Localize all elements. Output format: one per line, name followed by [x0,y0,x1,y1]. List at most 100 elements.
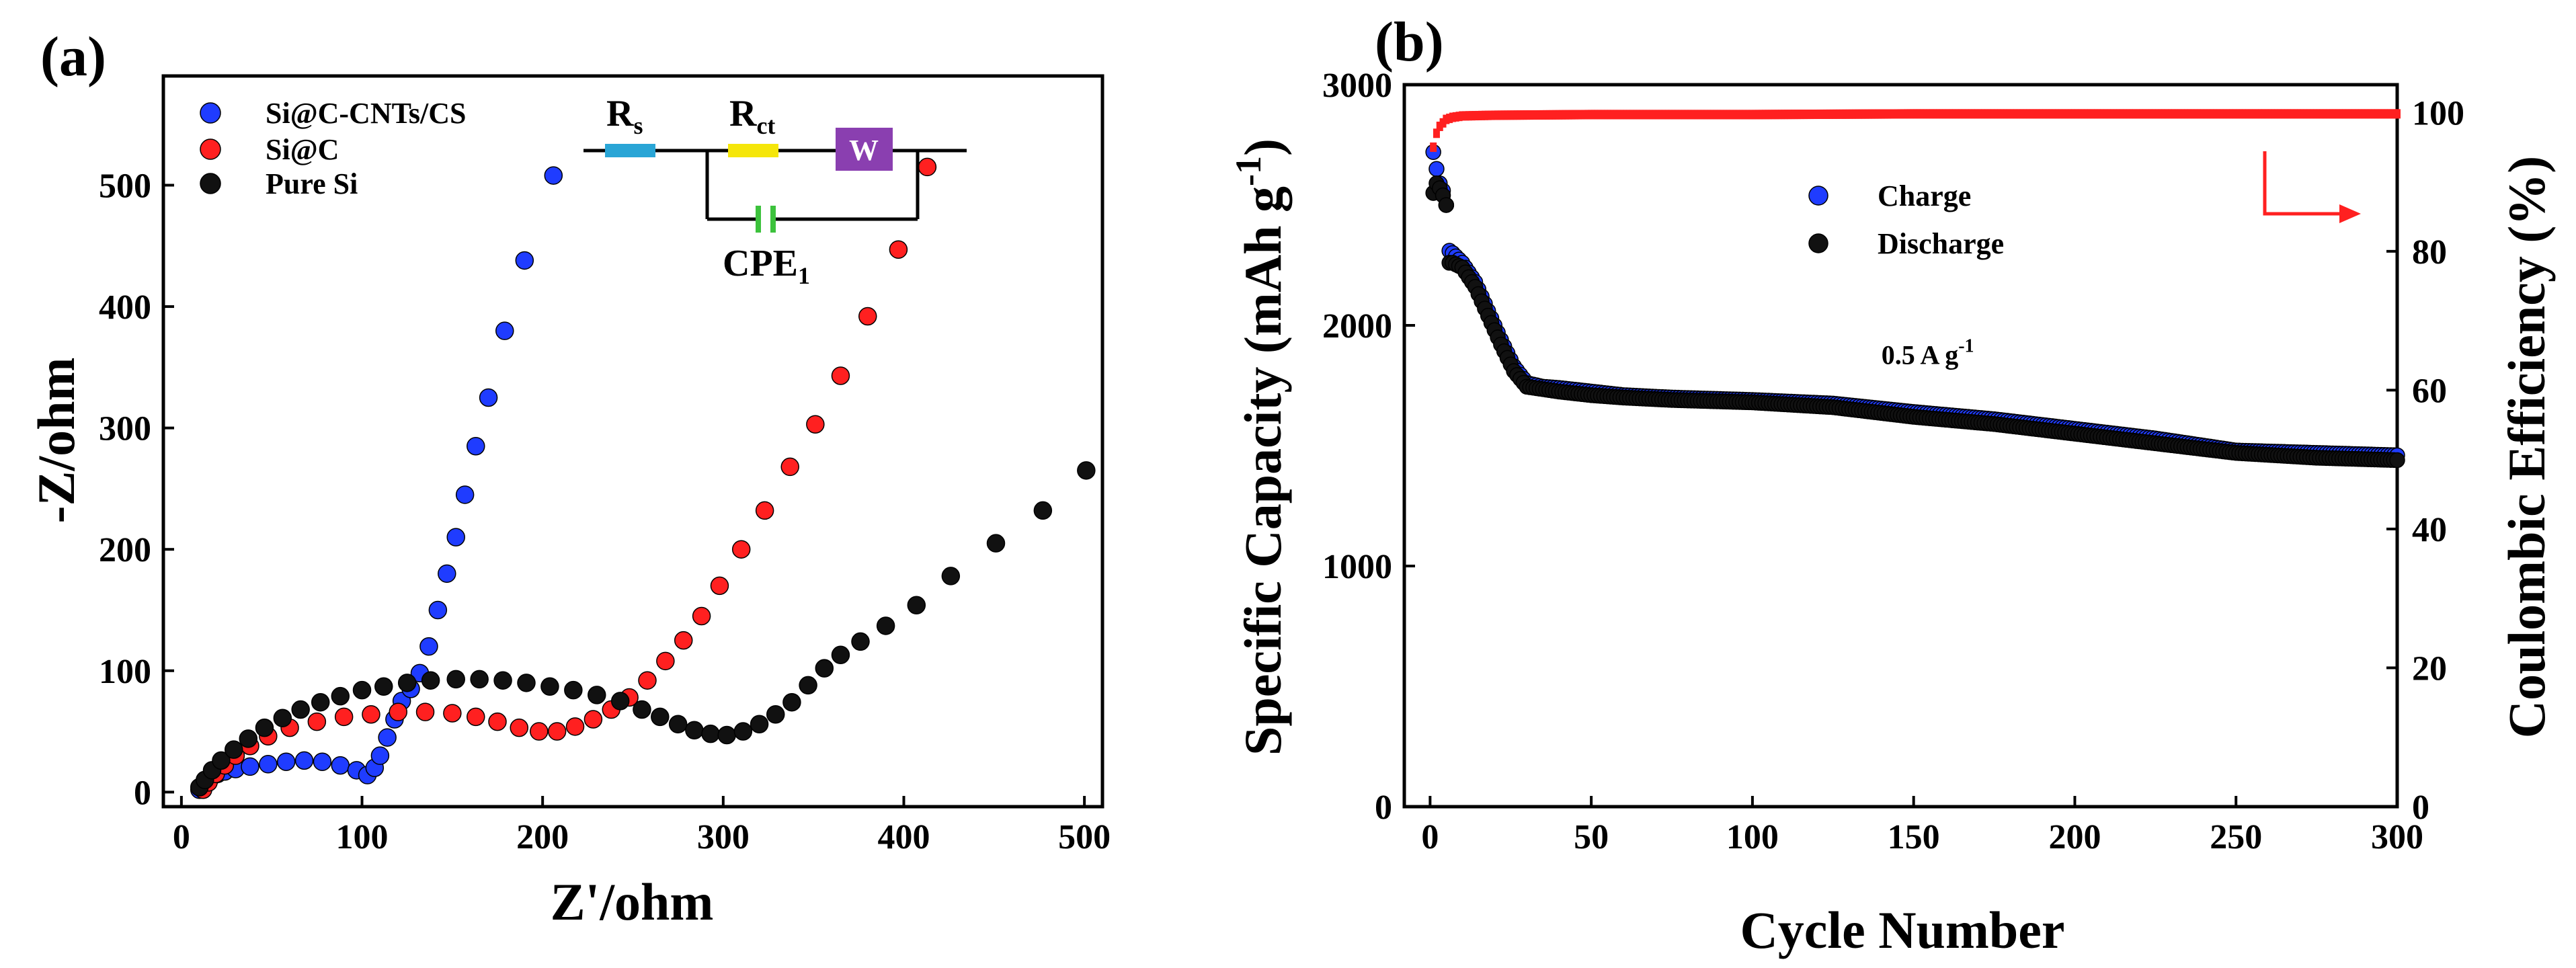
series-3-points [190,461,1096,797]
data-point [446,528,465,547]
data-point [493,671,512,690]
current-density-annotation: 0.5 A g-1 [1882,335,1974,370]
panel-a-label: (a) [40,26,106,88]
y-tick-label-b: 2000 [1322,307,1392,346]
x-tick-label-b: 150 [1888,818,1940,856]
data-point [547,722,567,741]
data-point [1430,142,1437,152]
y-tick-label-a: 200 [99,531,151,569]
data-point [799,676,817,695]
legend-marker-si-c [200,138,221,160]
data-point [692,606,711,626]
data-point [467,707,485,727]
legend-label-si-c-cnts-cs: Si@C-CNTs/CS [266,97,467,130]
y-axis-label-a: -Z/ohm [27,357,85,523]
data-point [588,686,606,704]
data-point [294,751,314,770]
x-tick-label-a: 500 [1058,818,1111,856]
x-tick-label-a: 0 [173,818,190,856]
data-point [517,674,536,692]
y-tick-label-b: 1000 [1322,548,1392,586]
x-tick-label-b: 250 [2210,818,2262,856]
data-point [733,722,753,741]
data-point [1077,461,1096,480]
right-axis-arrow [2263,151,2339,216]
data-point [443,704,462,723]
data-point [455,485,475,504]
data-point [815,659,834,678]
data-point [766,705,785,724]
data-point [291,700,310,719]
data-point [851,632,870,651]
data-point [583,710,603,729]
data-point [907,596,926,615]
data-point [918,157,937,177]
data-point [638,671,657,690]
data-point [488,712,507,731]
equivalent-circuit-inset: Rs Rct W CPE1 [583,93,967,289]
legend-label-pure-si: Pure Si [266,167,358,200]
data-point [941,567,961,586]
data-point [313,752,332,771]
x-tick-label-a: 200 [516,818,569,856]
data-point [633,700,651,719]
data-point [515,251,534,270]
data-point [419,637,438,656]
y2-tick-label-b: 20 [2412,649,2447,688]
label-cpe: CPE1 [723,243,810,289]
data-point [701,724,720,743]
legend-marker-pure-si [200,173,221,194]
data-point [370,746,390,765]
series-3-points [1430,109,2401,152]
data-point [780,457,799,477]
data-point [831,366,850,385]
data-point [421,671,440,690]
x-tick-label-b: 200 [2048,818,2101,856]
data-point [1433,128,1440,138]
x-axis-label-a: Z'/ohm [551,873,714,931]
data-point [273,709,292,727]
data-point [362,705,380,724]
label-w: W [849,134,879,167]
data-point [334,707,354,727]
data-point [212,751,231,770]
y-tick-label-b: 3000 [1322,67,1392,105]
x-axis-label-b: Cycle Number [1740,901,2064,959]
series-2-points [194,157,937,799]
y-tick-label-a: 300 [99,410,151,448]
x-tick-label-a: 300 [697,818,750,856]
y2-tick-label-b: 0 [2412,789,2429,827]
y2-tick-label-b: 60 [2412,372,2447,410]
label-rct: Rct [729,93,775,139]
data-point [530,722,549,741]
data-point [1033,501,1053,520]
data-point [2394,109,2401,119]
series-2-points [1425,175,2405,469]
y-tick-label-a: 400 [99,288,151,327]
plot-b-legend: Charge Discharge [1808,179,2004,260]
x-tick-label-a: 400 [877,818,930,856]
resistor-rs [605,144,655,157]
plot-b-ticks: 0 50 100 150 200 250 3000100020003000020406080… [1322,67,2464,856]
data-point [564,680,583,700]
data-point [1428,161,1445,177]
legend-label-discharge: Discharge [1878,227,2004,260]
plot-b-points [1425,109,2405,469]
series-1-points [190,166,563,799]
data-point [986,534,1006,553]
data-point [331,756,350,775]
data-point [876,616,895,635]
data-point [750,715,769,733]
data-point [674,631,693,650]
nyquist-plot: 0 100 200 300 400 500 0 100 200 300 400 500 Si@C-CN… [27,74,1111,931]
plot-a-points [190,157,1096,799]
data-point [225,740,243,759]
legend-label-charge: Charge [1878,179,1971,212]
data-point [352,680,372,700]
legend-marker-charge [1808,186,1828,206]
warburg-element [836,128,893,171]
cycling-plot: 0 50 100 150 200 250 3000100020003000020406080… [1228,67,2556,959]
data-point [276,752,296,771]
plot-a-frame [161,74,1104,809]
panel-b-label: (b) [1375,11,1444,73]
